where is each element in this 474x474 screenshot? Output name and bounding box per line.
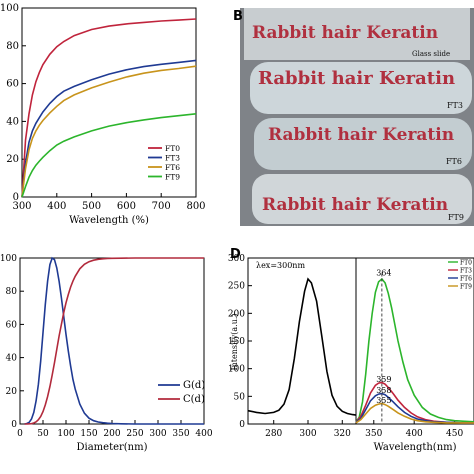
y-tick-label: 0 [239,420,245,430]
y-tick-label: 60 [6,320,18,330]
film-photo-ft6 [254,118,472,170]
peak-label: 355 [376,396,391,405]
series-line-ft9 [355,402,474,424]
panel-letter-b: B [233,9,243,24]
plot-frame [21,7,197,198]
x-tick-label: 50 [37,429,49,439]
y-tick-label: 250 [228,282,245,292]
series-line-ft0 [355,277,474,423]
legend-label: FT3 [165,154,180,163]
x-tick-label: 300 [149,429,166,439]
x-tick-label: 280 [265,429,282,439]
x-tick-label: 400 [406,429,423,439]
x-tick-label: 800 [186,201,205,212]
peak-label: 364 [376,269,391,278]
y-tick-label: 60 [6,79,19,90]
photo-label-ft9: Rabbit hair Keratin [262,195,448,215]
legend-label: FT9 [165,173,180,182]
y-tick-label: 300 [228,254,245,264]
y-tick-label: 80 [6,41,19,52]
legend-label: FT0 [165,144,180,153]
x-tick-label: 320 [334,429,351,439]
x-tick-label: 400 [195,429,212,439]
x-tick-label: 0 [17,429,23,439]
photo-caption-ft6: FT6 [446,157,462,166]
x-tick-label: 250 [126,429,143,439]
x-tick-label: 700 [152,201,171,212]
y-axis-label: Intensity(a.u.) [230,313,239,370]
y-tick-label: 80 [6,287,18,297]
legend-label: FT9 [460,284,472,291]
legend-label: G(d) [183,380,205,391]
x-tick-label: 350 [172,429,189,439]
series-line-ft6 [355,392,474,424]
x-tick-label: 400 [47,201,66,212]
legend-label: C(d) [183,394,205,405]
y-tick-label: 200 [228,309,245,319]
panel-c-size-distribution-chart: 0 50 100 150 200 250 300 350 400020406080100Diam… [0,254,213,453]
x-tick-label: 350 [365,429,382,439]
series-line-ft0 [21,18,197,198]
photo-label-glass-slide: Rabbit hair Keratin [252,23,438,43]
photo-caption-glass-slide: Glass slide [412,50,450,58]
legend-label: FT3 [460,268,472,275]
film-photo-ft9 [252,174,472,224]
x-tick-label: 600 [117,201,136,212]
x-axis-label: Wavelength (%) [69,215,149,226]
photo-label-ft3: Rabbit hair Keratin [258,68,455,89]
peak-label: 358 [376,386,391,395]
x-tick-label: 100 [57,429,74,439]
legend-label: FT0 [460,260,472,267]
x-tick-label: 300 [299,429,316,439]
y-tick-label: 100 [0,3,19,14]
series-line-g-d- [24,256,204,425]
y-tick-label: 100 [0,254,17,264]
series-line-c-d- [24,257,204,425]
film-photo-ft3 [250,62,472,114]
y-tick-label: 40 [6,354,18,364]
photo-caption-ft9: FT9 [448,213,464,222]
x-tick-label: 450 [446,429,463,439]
y-tick-label: 0 [13,192,19,203]
panel-d-fluorescence-chart: 280 300 320 0 50 100 150 200 250 300 Intensity(a.u… [228,254,474,453]
series-line-ft3 [355,381,474,424]
legend-label: FT6 [165,163,180,172]
y-tick-label: 100 [228,365,245,375]
x-tick-label: 500 [82,201,101,212]
series-line-ft3 [21,59,197,198]
series-line-ft9 [21,113,197,198]
y-tick-label: 20 [6,387,18,397]
photo-label-ft6: Rabbit hair Keratin [268,125,454,145]
panel-b-photo: B Rabbit hair Keratin Glass slide Rabbit… [233,8,474,226]
x-tick-label: 200 [103,429,120,439]
x-axis-label: Wavelength(nm) [373,442,456,453]
peak-label: 359 [376,375,391,384]
legend-label: FT6 [460,276,472,283]
y-tick-label: 50 [234,392,246,402]
series-line-ft6 [21,65,197,198]
y-tick-label: 20 [6,154,19,165]
photo-caption-ft3: FT3 [447,101,463,110]
panel-letter-d: D [230,247,241,262]
y-tick-label: 0 [11,420,17,430]
x-tick-label: 150 [80,429,97,439]
series-line-curve [247,277,357,416]
y-tick-label: 40 [6,116,19,127]
x-tick-label: 300 [12,201,31,212]
x-axis-label: Diameter(nm) [76,442,147,453]
panel-a-transmittance-chart: 300 400 500 600 700 800 0 20 40 60 80 100 Wavelength… [0,3,206,226]
glass-slide-photo [244,8,470,60]
plot-frame [355,257,474,425]
excitation-annotation: λex=300nm [256,261,305,270]
y-tick-label: 150 [228,337,245,347]
plot-frame [247,257,357,425]
